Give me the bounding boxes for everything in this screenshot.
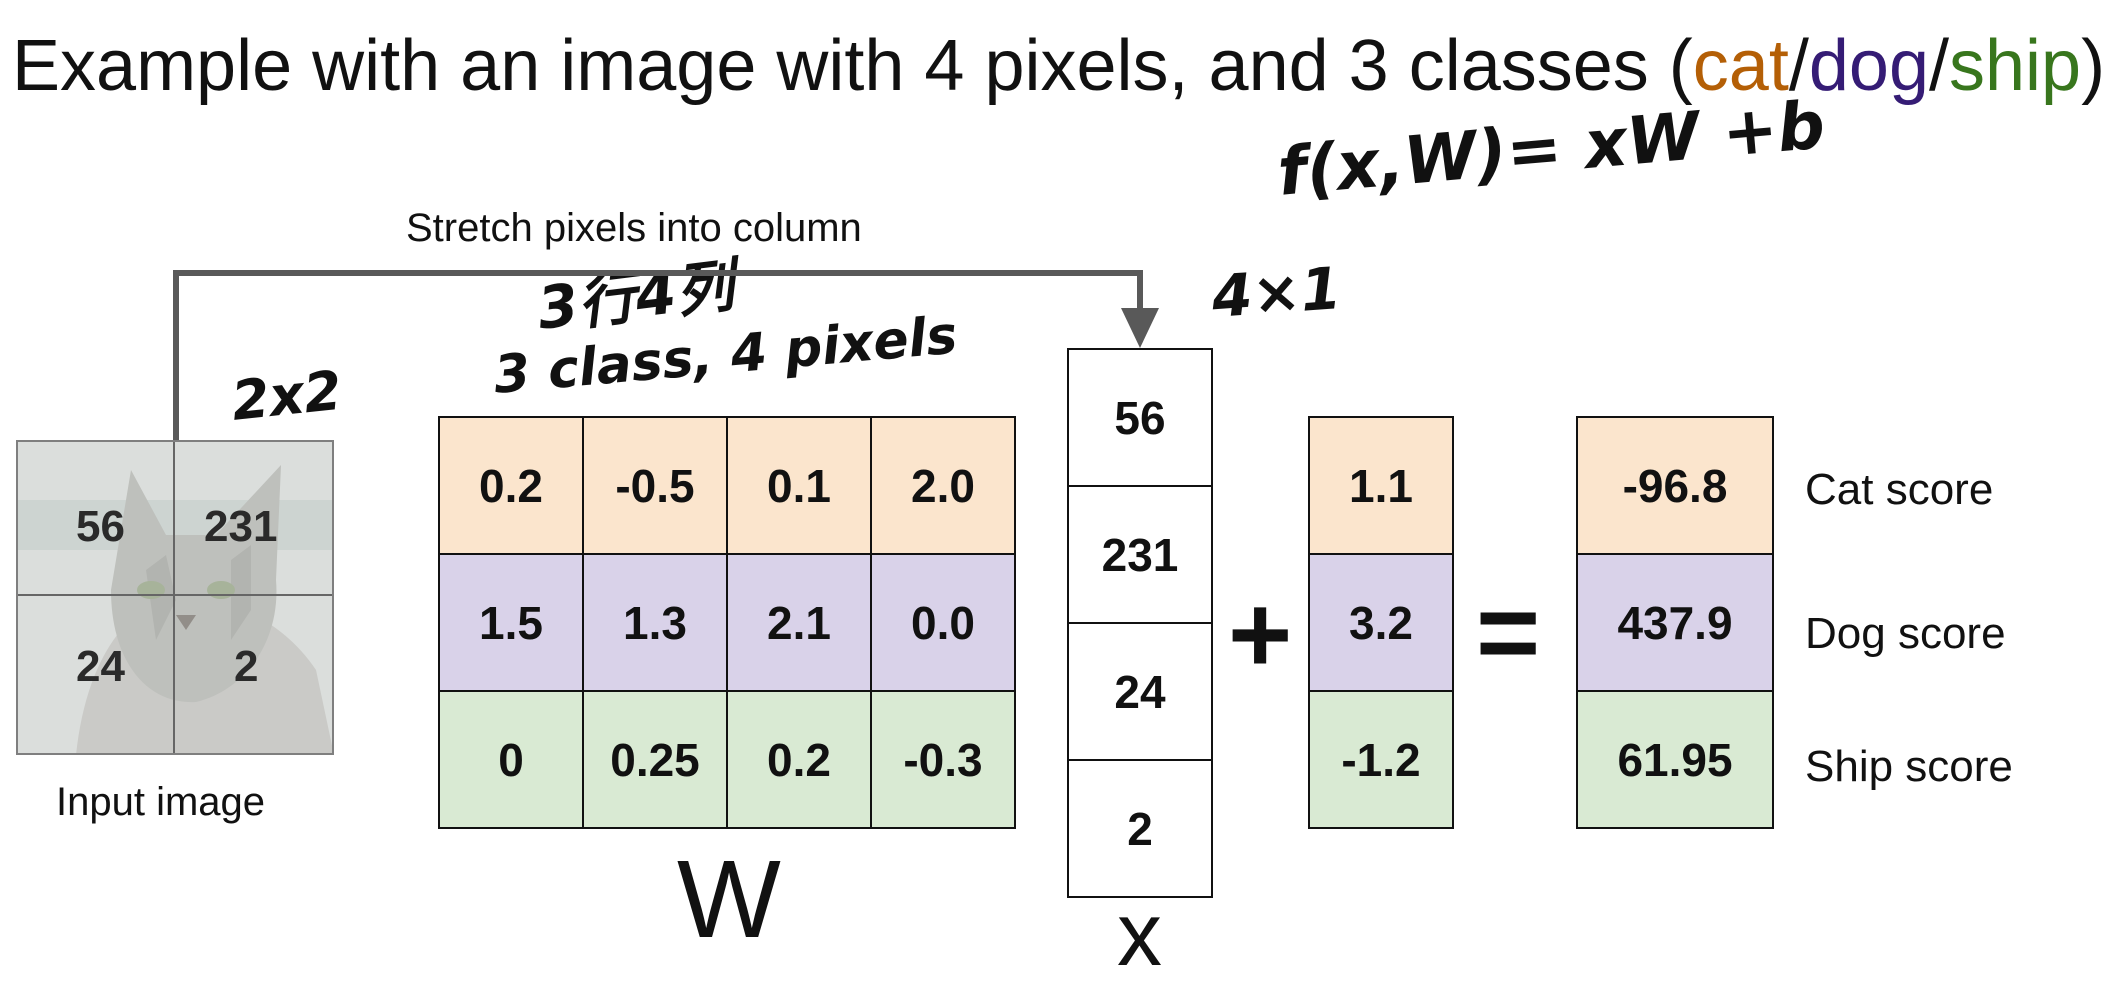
input-pixel: 2 (234, 642, 259, 691)
bias-vector: 1.1 3.2 -1.2 (1308, 416, 1454, 829)
plus-sign: + (1228, 573, 1293, 696)
b-cell: 3.2 (1310, 555, 1454, 692)
score-cell: 61.95 (1578, 692, 1774, 829)
w-cell: 0.0 (872, 555, 1016, 692)
title-sep1: / (1788, 26, 1809, 106)
w-cell: 0.1 (728, 418, 872, 555)
cat-score-label: Cat score (1805, 465, 1994, 514)
w-cell: 0.2 (440, 418, 584, 555)
w-cell: -0.3 (872, 692, 1016, 829)
title-ship: ship (1949, 26, 2082, 106)
input-pixel: 24 (76, 642, 125, 691)
x-cell: 231 (1069, 487, 1213, 624)
equals-sign: = (1476, 571, 1541, 694)
w-cell: 2.1 (728, 555, 872, 692)
w-cell: 0 (440, 692, 584, 829)
x-vector: 56 231 24 2 (1067, 348, 1213, 898)
x-cell: 2 (1069, 761, 1213, 898)
w-cell: -0.5 (584, 418, 728, 555)
input-image-label: Input image (56, 780, 266, 824)
arrow-head (1121, 308, 1159, 348)
input-image: 56 231 24 2 (16, 440, 334, 755)
b-cell: -1.2 (1310, 692, 1454, 829)
w-cell: 0.25 (584, 692, 728, 829)
score-cell: -96.8 (1578, 418, 1774, 555)
input-pixel: 231 (204, 502, 278, 551)
title-prefix: Example with an image with 4 pixels, and… (12, 26, 1693, 106)
w-label: W (677, 838, 781, 961)
weight-matrix: 0.2 -0.5 0.1 2.0 1.5 1.3 2.1 0.0 0 0.25 … (438, 416, 1016, 829)
title-dog: dog (1808, 26, 1929, 106)
cat-photo (16, 440, 334, 755)
slide-title: Example with an image with 4 pixels, and… (12, 30, 2105, 102)
ship-score-label: Ship score (1805, 742, 2013, 791)
w-cell: 1.3 (584, 555, 728, 692)
x-label: x (1117, 885, 1162, 985)
title-suffix: ) (2081, 26, 2105, 106)
dog-score-label: Dog score (1805, 609, 2006, 658)
input-pixel: 56 (76, 502, 125, 551)
title-sep2: / (1929, 26, 1950, 106)
arrow-line (173, 270, 1143, 440)
scores-vector: -96.8 437.9 61.95 (1576, 416, 1774, 829)
title-cat: cat (1692, 26, 1789, 106)
b-cell: 1.1 (1310, 418, 1454, 555)
x-cell: 24 (1069, 624, 1213, 761)
w-cell: 0.2 (728, 692, 872, 829)
score-cell: 437.9 (1578, 555, 1774, 692)
w-cell: 2.0 (872, 418, 1016, 555)
w-cell: 1.5 (440, 555, 584, 692)
x-cell: 56 (1069, 350, 1213, 487)
stretch-label: Stretch pixels into column (406, 206, 862, 250)
